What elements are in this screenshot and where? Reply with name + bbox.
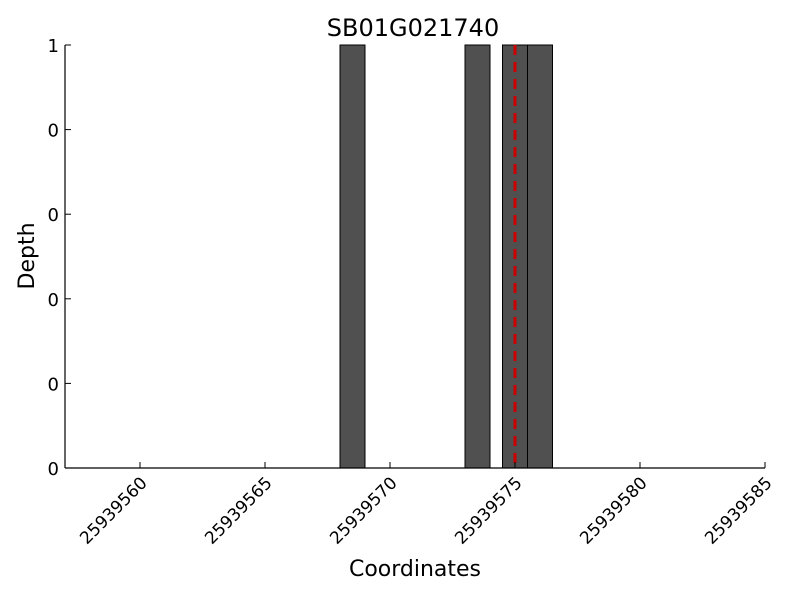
bar <box>339 44 366 469</box>
y-axis-label: Depth <box>15 222 40 289</box>
bar <box>464 44 491 469</box>
y-tick-label: 1 <box>48 36 59 57</box>
x-ticks: 25939560 25939565 25939570 25939575 25939580… <box>76 462 777 549</box>
x-tick-label: 25939585 <box>701 473 776 548</box>
y-tick-label: 0 <box>48 205 59 226</box>
bars-group <box>339 44 553 469</box>
x-tick-label: 25939570 <box>326 473 401 548</box>
y-tick-label: 0 <box>48 459 59 480</box>
x-tick-label: 25939580 <box>576 473 651 548</box>
y-ticks: 0 0 0 0 0 1 <box>48 36 71 480</box>
x-axis-label: Coordinates <box>349 557 481 582</box>
y-tick-label: 0 <box>48 121 59 142</box>
y-tick-label: 0 <box>48 290 59 311</box>
y-tick-label: 0 <box>48 374 59 395</box>
x-tick-label: 25939565 <box>201 473 276 548</box>
x-tick-label: 25939575 <box>451 473 526 548</box>
x-tick-label: 25939560 <box>76 473 151 548</box>
chart-title: SB01G021740 <box>327 14 499 42</box>
axes <box>64 45 765 469</box>
bar <box>527 44 553 469</box>
